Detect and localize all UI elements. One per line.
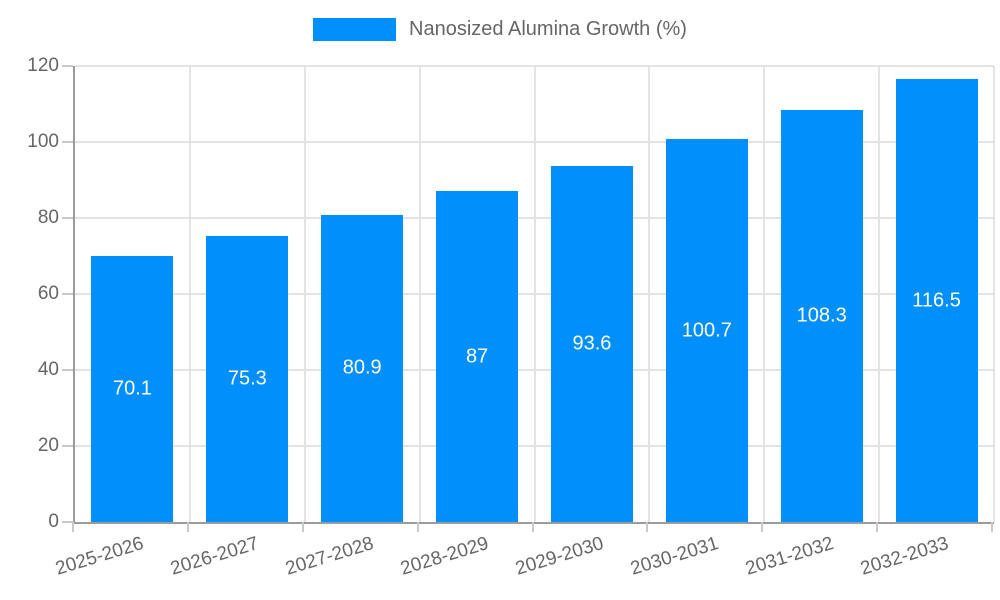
y-axis-tick-label: 40 [37,359,59,380]
gridline-vertical [188,66,191,522]
y-axis-tick-mark [62,521,73,523]
bar [206,235,289,522]
y-axis-tick-label: 120 [27,55,59,76]
x-axis-tick-mark [301,522,304,532]
y-axis-tick-label: 100 [27,131,59,152]
x-axis-tick-label: 2027-2028 [283,533,377,580]
bar-value-label: 93.6 [572,332,612,355]
gridline-vertical [878,66,881,522]
x-axis-tick-label: 2031-2032 [742,533,836,580]
x-axis-tick-mark [186,522,189,532]
y-axis-tick-mark [62,445,73,447]
bar [321,214,404,522]
x-axis-tick-mark [991,522,993,532]
gridline-vertical [533,66,536,522]
bar-value-label: 116.5 [912,289,961,312]
bar-value-label: 70.1 [112,377,152,400]
y-axis-tick-mark [62,141,73,143]
y-axis-tick-label: 80 [37,207,59,228]
plot-area: 70.1 75.3 80.9 87 93.6 100.7 108.3 116.5 [73,65,995,524]
gridline-vertical [418,66,421,522]
bar [91,255,174,522]
gridline-vertical [303,66,306,522]
x-axis-tick-mark [761,522,764,532]
y-axis-tick-label: 60 [37,283,59,304]
chart-legend: Nanosized Alumina Growth (%) [0,18,1000,41]
bar [895,79,978,522]
x-axis-tick-mark [531,522,534,532]
x-axis-tick-label: 2030-2031 [627,533,721,580]
bar-value-label: 80.9 [342,356,382,379]
legend-color-swatch [313,18,397,41]
x-axis-tick-mark [646,522,649,532]
x-axis-tick-label: 2028-2029 [398,533,492,580]
x-axis-tick-label: 2025-2026 [53,533,147,580]
x-axis-tick-label: 2029-2030 [513,533,607,580]
x-axis-tick-mark [416,522,419,532]
y-axis-tick-mark [62,293,73,295]
bar [665,139,748,522]
bar [780,110,863,522]
bar-value-label: 108.3 [796,304,847,327]
y-axis-tick-mark [62,217,73,219]
y-axis-tick-mark [62,65,73,67]
gridline-vertical [763,66,766,522]
legend-label: Nanosized Alumina Growth (%) [409,18,687,40]
x-axis-tick-label: 2026-2027 [168,533,262,580]
bar-value-label: 100.7 [681,319,732,342]
legend-item[interactable]: Nanosized Alumina Growth (%) [313,18,687,41]
gridline-vertical [993,66,995,522]
x-axis-tick-mark [876,522,879,532]
x-axis-tick-mark [72,522,74,532]
y-axis-tick-label: 20 [37,435,59,456]
bar-value-label: 75.3 [227,367,267,390]
y-axis-tick-mark [62,369,73,371]
bar [436,191,519,522]
bar [550,166,633,522]
gridline-vertical [648,66,651,522]
bar-value-label: 87 [465,345,489,368]
x-axis-tick-label: 2032-2033 [857,533,951,580]
y-axis-tick-label: 0 [48,511,59,532]
